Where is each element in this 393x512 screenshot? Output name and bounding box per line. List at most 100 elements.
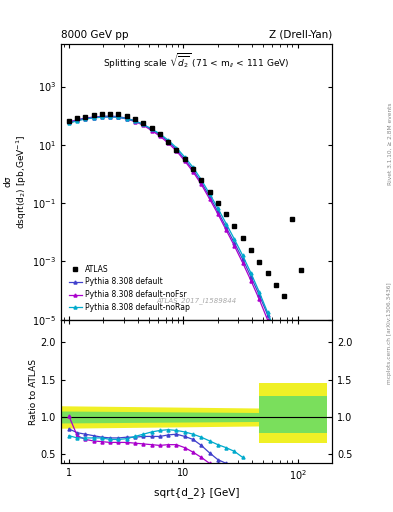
Pythia 8.308 default-noFsr: [174, 148, 179, 154]
Pythia 8.308 default-noRap: [274, 330, 278, 336]
Pythia 8.308 default: [125, 115, 129, 121]
ATLAS: [133, 116, 138, 122]
Pythia 8.308 default-noFsr: [67, 119, 72, 125]
Pythia 8.308 default-noFsr: [83, 116, 88, 122]
Pythia 8.308 default-noRap: [158, 131, 162, 137]
Pythia 8.308 default-noRap: [191, 164, 195, 170]
Pythia 8.308 default-noFsr: [141, 122, 146, 129]
Pythia 8.308 default: [265, 311, 270, 317]
Pythia 8.308 default-noRap: [282, 352, 286, 358]
ATLAS: [249, 247, 253, 253]
Pythia 8.308 default: [182, 156, 187, 162]
Pythia 8.308 default-noRap: [224, 221, 228, 227]
Pythia 8.308 default-noRap: [240, 252, 245, 259]
ATLAS: [67, 118, 72, 124]
ATLAS: [282, 293, 286, 299]
Pythia 8.308 default-noFsr: [149, 127, 154, 134]
ATLAS: [207, 188, 212, 195]
Pythia 8.308 default: [116, 114, 121, 120]
Pythia 8.308 default-noRap: [108, 114, 112, 120]
Pythia 8.308 default: [207, 194, 212, 200]
Pythia 8.308 default-noRap: [249, 270, 253, 276]
Pythia 8.308 default: [191, 167, 195, 173]
Pythia 8.308 default-noFsr: [125, 116, 129, 122]
Pythia 8.308 default-noFsr: [199, 181, 204, 187]
Legend: ATLAS, Pythia 8.308 default, Pythia 8.308 default-noFsr, Pythia 8.308 default-no: ATLAS, Pythia 8.308 default, Pythia 8.30…: [65, 261, 194, 316]
ATLAS: [141, 120, 146, 126]
Pythia 8.308 default-noRap: [215, 205, 220, 211]
Y-axis label: dσ
dsqrt(d$_2$) [pb,GeV$^{-1}$]: dσ dsqrt(d$_2$) [pb,GeV$^{-1}$]: [4, 135, 29, 229]
Pythia 8.308 default-noRap: [91, 115, 96, 121]
Pythia 8.308 default: [199, 179, 204, 185]
Line: Pythia 8.308 default-noRap: Pythia 8.308 default-noRap: [68, 115, 286, 357]
Pythia 8.308 default: [75, 117, 79, 123]
Pythia 8.308 default-noFsr: [240, 260, 245, 266]
Pythia 8.308 default-noFsr: [158, 133, 162, 139]
ATLAS: [83, 114, 88, 120]
Line: ATLAS: ATLAS: [67, 112, 303, 298]
X-axis label: sqrt{d_2} [GeV]: sqrt{d_2} [GeV]: [154, 487, 239, 499]
Pythia 8.308 default-noRap: [207, 190, 212, 197]
Pythia 8.308 default-noFsr: [133, 118, 138, 124]
Pythia 8.308 default: [282, 355, 286, 361]
Text: mcplots.cern.ch [arXiv:1306.3436]: mcplots.cern.ch [arXiv:1306.3436]: [387, 282, 392, 383]
Text: Z (Drell-Yan): Z (Drell-Yan): [269, 30, 332, 40]
Pythia 8.308 default-noRap: [67, 120, 72, 126]
Pythia 8.308 default: [274, 332, 278, 338]
ATLAS: [99, 111, 104, 117]
Pythia 8.308 default-noRap: [116, 114, 121, 120]
Pythia 8.308 default-noFsr: [232, 243, 237, 249]
ATLAS: [298, 267, 303, 273]
Pythia 8.308 default-noFsr: [166, 140, 171, 146]
ATLAS: [215, 200, 220, 206]
Pythia 8.308 default: [215, 208, 220, 215]
Text: Splitting scale $\sqrt{\overline{d_2}}$ (71 < m$_{ll}$ < 111 GeV): Splitting scale $\sqrt{\overline{d_2}}$ …: [103, 52, 290, 71]
ATLAS: [91, 113, 96, 119]
Y-axis label: Ratio to ATLAS: Ratio to ATLAS: [29, 358, 38, 424]
Pythia 8.308 default: [141, 121, 146, 127]
ATLAS: [191, 166, 195, 172]
ATLAS: [232, 223, 237, 229]
Pythia 8.308 default-noFsr: [257, 296, 262, 303]
ATLAS: [257, 259, 262, 265]
ATLAS: [158, 131, 162, 137]
Pythia 8.308 default-noFsr: [265, 316, 270, 323]
Line: Pythia 8.308 default-noFsr: Pythia 8.308 default-noFsr: [68, 115, 286, 364]
Pythia 8.308 default: [158, 132, 162, 138]
Pythia 8.308 default: [232, 240, 237, 246]
ATLAS: [116, 111, 121, 117]
Pythia 8.308 default-noRap: [199, 177, 204, 183]
ATLAS: [182, 156, 187, 162]
Pythia 8.308 default-noFsr: [274, 337, 278, 343]
ATLAS: [240, 234, 245, 241]
Pythia 8.308 default-noFsr: [116, 114, 121, 120]
Pythia 8.308 default: [240, 256, 245, 262]
Pythia 8.308 default-noRap: [133, 118, 138, 124]
Pythia 8.308 default: [67, 119, 72, 125]
Pythia 8.308 default: [257, 292, 262, 298]
Pythia 8.308 default-noRap: [83, 116, 88, 122]
Pythia 8.308 default: [108, 113, 112, 119]
Pythia 8.308 default-noRap: [149, 126, 154, 132]
Pythia 8.308 default-noRap: [257, 289, 262, 295]
Pythia 8.308 default: [91, 114, 96, 120]
Pythia 8.308 default: [99, 113, 104, 119]
Pythia 8.308 default: [83, 115, 88, 121]
Pythia 8.308 default-noRap: [141, 121, 146, 127]
Pythia 8.308 default-noRap: [75, 118, 79, 124]
Text: ATLAS_2017_I1589844: ATLAS_2017_I1589844: [156, 297, 237, 304]
ATLAS: [290, 216, 295, 222]
Pythia 8.308 default-noFsr: [215, 211, 220, 217]
Text: Rivet 3.1.10, ≥ 2.8M events: Rivet 3.1.10, ≥ 2.8M events: [387, 102, 392, 185]
Pythia 8.308 default-noRap: [182, 154, 187, 160]
Pythia 8.308 default-noFsr: [99, 114, 104, 120]
ATLAS: [108, 111, 112, 117]
Pythia 8.308 default: [224, 224, 228, 230]
ATLAS: [166, 138, 171, 144]
ATLAS: [199, 177, 204, 183]
Pythia 8.308 default-noFsr: [224, 227, 228, 233]
Pythia 8.308 default: [149, 126, 154, 133]
Pythia 8.308 default-noFsr: [75, 117, 79, 123]
Pythia 8.308 default-noRap: [174, 144, 179, 151]
Line: Pythia 8.308 default: Pythia 8.308 default: [68, 115, 286, 359]
